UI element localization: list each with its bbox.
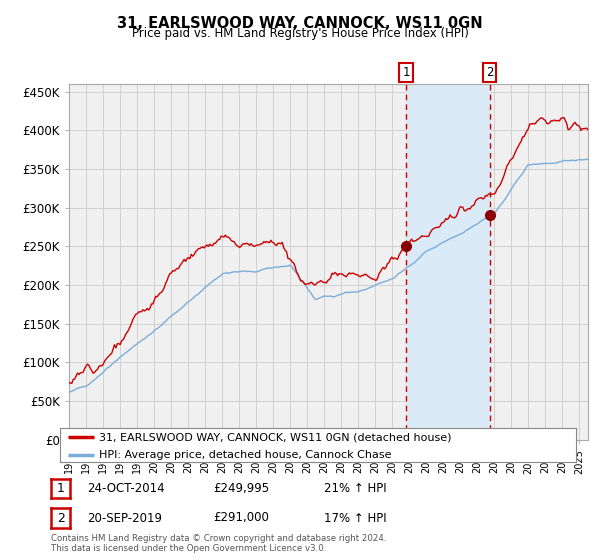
Text: Contains HM Land Registry data © Crown copyright and database right 2024.
This d: Contains HM Land Registry data © Crown c… bbox=[51, 534, 386, 553]
Text: 2: 2 bbox=[56, 511, 65, 525]
Text: 21% ↑ HPI: 21% ↑ HPI bbox=[324, 482, 386, 495]
Text: 24-OCT-2014: 24-OCT-2014 bbox=[87, 482, 164, 495]
Text: 31, EARLSWOOD WAY, CANNOCK, WS11 0GN: 31, EARLSWOOD WAY, CANNOCK, WS11 0GN bbox=[117, 16, 483, 31]
Bar bbox=[406, 84, 490, 440]
Text: 1: 1 bbox=[56, 482, 65, 495]
Text: 1: 1 bbox=[403, 66, 410, 78]
Text: Price paid vs. HM Land Registry's House Price Index (HPI): Price paid vs. HM Land Registry's House … bbox=[131, 27, 469, 40]
Text: £249,995: £249,995 bbox=[213, 482, 269, 495]
Text: £291,000: £291,000 bbox=[213, 511, 269, 525]
Text: 31, EARLSWOOD WAY, CANNOCK, WS11 0GN (detached house): 31, EARLSWOOD WAY, CANNOCK, WS11 0GN (de… bbox=[98, 432, 451, 442]
Text: 20-SEP-2019: 20-SEP-2019 bbox=[87, 511, 162, 525]
Text: 17% ↑ HPI: 17% ↑ HPI bbox=[324, 511, 386, 525]
Text: HPI: Average price, detached house, Cannock Chase: HPI: Average price, detached house, Cann… bbox=[98, 450, 391, 460]
Text: 2: 2 bbox=[486, 66, 493, 78]
